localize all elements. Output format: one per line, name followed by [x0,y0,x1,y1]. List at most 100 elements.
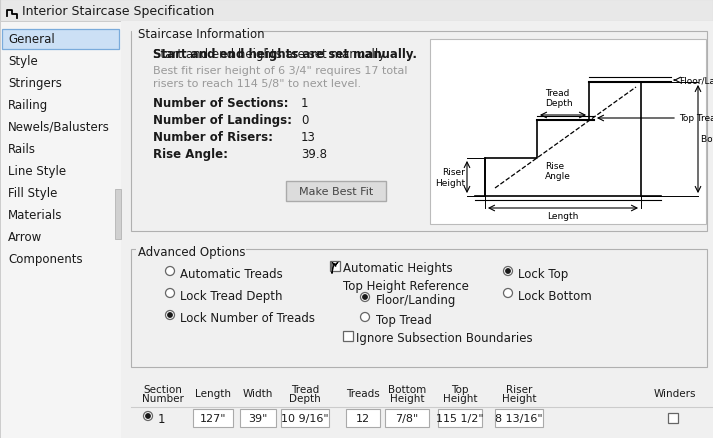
Text: Riser: Riser [506,384,532,394]
Text: Staircase Information: Staircase Information [138,28,265,41]
Text: Components: Components [8,252,83,265]
Text: Width: Width [243,388,273,398]
Text: Winders: Winders [654,388,697,398]
Text: Length: Length [548,212,579,220]
Text: 0: 0 [301,114,309,127]
Bar [343,331,353,341]
Text: Lock Number of Treads: Lock Number of Treads [180,311,315,324]
Text: Bottom: Bottom [388,384,426,394]
Text: Number of Risers:: Number of Risers: [153,131,273,144]
Polygon shape [332,262,338,273]
Bar [668,413,678,423]
Text: 39.8: 39.8 [301,148,327,161]
Text: Start and end heights are set manually.: Start and end heights are set manually. [153,48,387,61]
Bar [132,31,136,34]
Text: Line Style: Line Style [8,165,66,177]
Text: Advanced Options: Advanced Options [138,245,245,258]
Text: 12: 12 [356,413,370,423]
Text: 7/8": 7/8" [396,413,419,423]
Text: 115 1/2": 115 1/2" [436,413,484,423]
Bar [121,22,713,438]
Text: Make Best Fit: Make Best Fit [299,187,373,197]
Text: Start and end heights are set manually.: Start and end heights are set manually. [153,48,417,61]
Text: Floor/Landing: Floor/Landing [376,293,456,306]
Text: Tread: Tread [291,384,319,394]
Text: Arrow: Arrow [8,230,42,244]
Text: Rise Angle:: Rise Angle: [153,148,228,161]
Circle shape [143,412,153,420]
Text: Lock Tread Depth: Lock Tread Depth [180,290,282,302]
Text: Riser
Height: Riser Height [435,168,465,187]
Text: Interior Staircase Specification: Interior Staircase Specification [22,5,214,18]
Bar [286,182,386,201]
Circle shape [165,289,175,298]
Text: Length: Length [195,388,231,398]
Text: Top Tread: Top Tread [376,313,432,326]
Text: Height: Height [443,393,477,403]
Bar [115,190,121,240]
Bar [385,409,429,427]
Bar [0,0,713,22]
Bar [430,40,706,225]
Bar [330,261,340,272]
Text: Bottom Height: Bottom Height [701,135,713,144]
Bar [346,409,380,427]
Text: Treads: Treads [346,388,380,398]
Text: Tread
Depth: Tread Depth [545,88,573,108]
Circle shape [168,313,173,318]
Text: Materials: Materials [8,208,63,222]
Circle shape [165,267,175,276]
Bar [0,22,121,438]
Text: 10 9/16": 10 9/16" [281,413,329,423]
Bar [136,244,246,254]
Text: 1: 1 [301,97,309,110]
Text: Height: Height [390,393,424,403]
Text: Rise
Angle: Rise Angle [545,162,571,181]
Text: 39": 39" [248,413,267,423]
Bar [495,409,543,427]
Text: Top Height Reference: Top Height Reference [343,279,469,292]
Bar [438,409,482,427]
Text: 8 13/16": 8 13/16" [496,413,543,423]
Text: Rails: Rails [8,143,36,155]
Bar [281,409,329,427]
Circle shape [361,313,369,322]
Circle shape [145,414,150,418]
Bar [240,409,276,427]
Text: Newels/Balusters: Newels/Balusters [8,121,110,134]
Circle shape [503,289,513,298]
Circle shape [363,295,367,300]
Text: Floor/Landing: Floor/Landing [679,76,713,85]
Circle shape [361,293,369,302]
Text: Number of Landings:: Number of Landings: [153,114,292,127]
Circle shape [165,311,175,320]
Text: 13: 13 [301,131,316,144]
Text: risers to reach 114 5/8" to next level.: risers to reach 114 5/8" to next level. [153,79,361,89]
Text: Railing: Railing [8,99,48,112]
Bar [2,30,119,50]
Text: Lock Bottom: Lock Bottom [518,290,592,302]
Bar [131,377,713,438]
Text: 127": 127" [200,413,226,423]
Bar [193,409,233,427]
Text: Lock Top: Lock Top [518,267,568,280]
Text: Style: Style [8,55,38,68]
Bar [131,32,707,231]
Bar [131,249,707,367]
Text: General: General [8,33,55,46]
Text: Number of Sections:: Number of Sections: [153,97,289,110]
Text: Ignore Subsection Boundaries: Ignore Subsection Boundaries [356,331,533,344]
Bar [136,27,254,37]
Circle shape [503,267,513,276]
Text: 1: 1 [158,412,165,425]
Text: Top: Top [451,384,468,394]
Text: Top Tread: Top Tread [679,114,713,123]
Text: Best fit riser height of 6 3/4" requires 17 total: Best fit riser height of 6 3/4" requires… [153,66,408,76]
Text: Depth: Depth [289,393,321,403]
Text: Automatic Heights: Automatic Heights [343,261,453,274]
Text: Section: Section [143,384,183,394]
Text: Height: Height [502,393,536,403]
Text: Stringers: Stringers [8,77,62,90]
Text: Fill Style: Fill Style [8,187,57,200]
Text: Automatic Treads: Automatic Treads [180,267,283,280]
